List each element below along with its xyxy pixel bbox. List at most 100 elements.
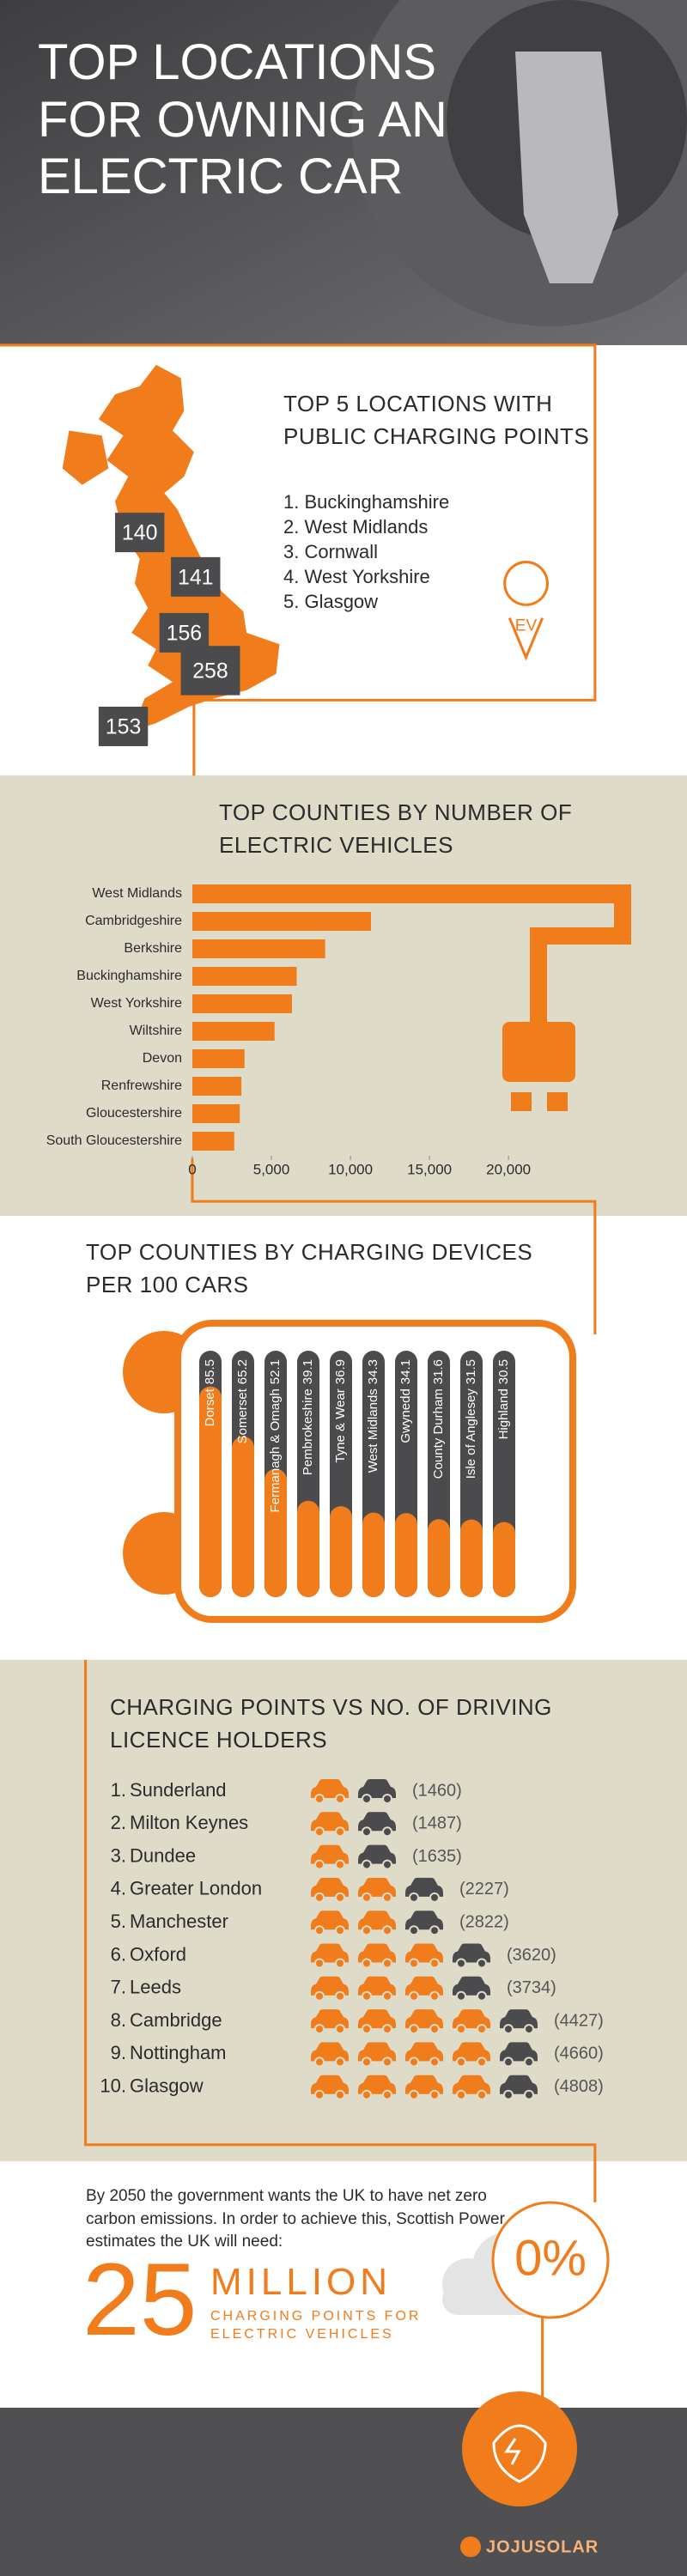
car-wheel [362, 2024, 372, 2035]
city: Manchester [130, 1911, 228, 1932]
car-body [453, 1943, 490, 1963]
car-icon [500, 2042, 538, 2068]
pill-fill [199, 1386, 222, 1597]
car-icon [311, 1976, 349, 2002]
map-box [114, 513, 165, 553]
car-wheel [456, 2024, 466, 2035]
car-wheel [524, 2089, 534, 2100]
section-title: TOP COUNTIES BY CHARGING DEVICES PER 100… [86, 1239, 533, 1297]
car-wheel [335, 1990, 345, 2002]
section-bg [0, 775, 687, 1216]
car-body [311, 1976, 349, 1996]
car-wheel [314, 1925, 325, 1936]
car-wheel [429, 1892, 440, 1903]
bar-label: Berkshire [124, 941, 182, 956]
car-body [358, 1877, 396, 1897]
car-wheel [314, 2089, 325, 2100]
car-body [358, 1911, 396, 1930]
ev-pin [503, 561, 549, 661]
pill-label: Dorset 85.5 [203, 1359, 217, 1426]
car-wheel [429, 2024, 440, 2035]
car-icon [405, 1911, 443, 1936]
city: Leeds [130, 1977, 181, 1998]
great-britain [98, 364, 280, 732]
car-icon [311, 2042, 349, 2068]
caption: CHARGING POINTS FOR ELECTRIC VEHICLES [210, 2309, 422, 2342]
section-title: CHARGING POINTS VS NO. OF DRIVING LICENC… [110, 1694, 552, 1753]
car-body [358, 2009, 396, 2029]
car-wheel [503, 2089, 514, 2100]
pill-category: Tyne & Wear [333, 1388, 348, 1462]
car-icon [358, 1844, 396, 1870]
rank: 1. [111, 1779, 126, 1801]
bar-label: Devon [143, 1051, 182, 1066]
car-icon [311, 1812, 349, 1838]
page-title: TOP LOCATIONS FOR OWNING AN ELECTRIC CAR [38, 34, 447, 205]
car-wheel [335, 1826, 345, 1838]
car-icons [311, 1943, 490, 1969]
map-label: 258 [192, 659, 228, 683]
value-label: (1635) [412, 1847, 462, 1866]
car-wheel [335, 1925, 345, 1936]
car-icon [405, 1976, 443, 2002]
list-item: 1. Buckinghamshire [283, 491, 450, 513]
bar-label: Renfrewshire [101, 1078, 182, 1093]
car-wheel [382, 1958, 392, 1969]
percent-circle [491, 2201, 610, 2319]
value-label: (4808) [554, 2077, 604, 2096]
car-wheel [429, 1958, 440, 1969]
bar [192, 1049, 245, 1068]
car-body [358, 1779, 396, 1798]
car-wheel [429, 2089, 440, 2100]
pill-value: 31.5 [464, 1359, 478, 1384]
car-body [405, 1911, 443, 1930]
charger-plug [515, 52, 618, 283]
bar [192, 1132, 234, 1151]
rank: 8. [111, 2009, 126, 2031]
pill-category: Dorset [203, 1388, 217, 1426]
car-wheel [382, 1859, 392, 1870]
car-icon [358, 1812, 396, 1838]
car-wheel [314, 1892, 325, 1903]
rank: 2. [111, 1812, 126, 1833]
car-body [311, 1812, 349, 1832]
car-icon [358, 1877, 396, 1903]
car-wheel [477, 2089, 487, 2100]
pill-fill [395, 1513, 417, 1597]
car-wheel [314, 1958, 325, 1969]
car-body [311, 2042, 349, 2062]
pill-category: Isle of Anglesey [464, 1388, 478, 1479]
car-icon [453, 2042, 490, 2068]
car-wheel [409, 1925, 419, 1936]
car-body [405, 2009, 443, 2029]
big-number: 25 [82, 2242, 198, 2357]
car-icon [358, 2009, 396, 2035]
pill-fill [460, 1519, 483, 1597]
car-body [453, 2042, 490, 2062]
car-icon [405, 2009, 443, 2035]
car-body [311, 1943, 349, 1963]
city: Oxford [130, 1943, 186, 1965]
map-label: 141 [178, 565, 214, 589]
car-wheel [409, 2089, 419, 2100]
pill-value: 36.9 [333, 1359, 348, 1384]
pill-category: County Durham [431, 1388, 446, 1479]
connector [0, 343, 597, 776]
intro-text: By 2050 the government wants the UK to h… [86, 2187, 505, 2251]
rank: 9. [111, 2042, 126, 2063]
car-wheel [409, 1958, 419, 1969]
logo-mark [460, 2537, 481, 2557]
car-wheel [456, 1990, 466, 2002]
car-wheel [382, 1826, 392, 1838]
city: Cambridge [130, 2009, 222, 2031]
car-icon [358, 1911, 396, 1936]
car-icon [453, 1976, 490, 2002]
pill-fill [330, 1506, 352, 1597]
x-tick-label: 5,000 [253, 1161, 290, 1177]
percent: 0% [514, 2230, 587, 2286]
car-wheel [335, 1892, 345, 1903]
car-wheel [335, 2089, 345, 2100]
plug-icon [492, 2424, 547, 2483]
car-wheel [382, 1925, 392, 1936]
pill-category: Highland [496, 1388, 511, 1439]
